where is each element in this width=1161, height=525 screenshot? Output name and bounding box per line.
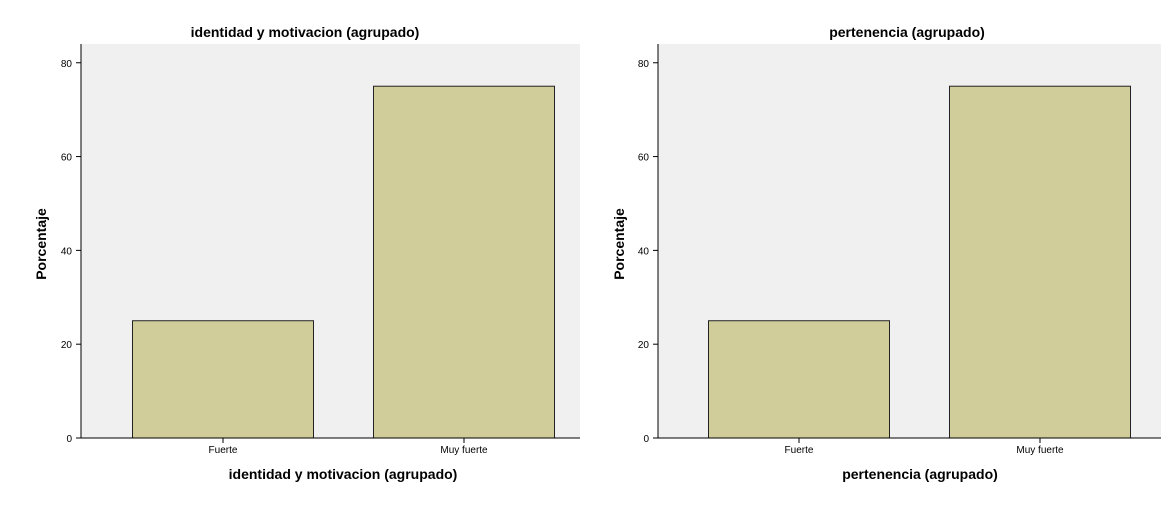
y-tick-label: 80	[61, 59, 73, 70]
y-tick-label: 0	[66, 434, 72, 445]
chart-panel-identidad: identidad y motivacion (agrupado) identi…	[0, 0, 580, 520]
bar-chart-identidad: identidad y motivacion (agrupado) identi…	[33, 24, 580, 482]
chart-panel-pertenencia: pertenencia (agrupado) pertenencia (agru…	[580, 0, 1161, 520]
bar-fuerte	[708, 320, 890, 439]
y-axis-label: Porcentaje	[611, 208, 627, 280]
x-axis-label: pertenencia (agrupado)	[842, 466, 998, 482]
y-tick-label: 40	[638, 246, 650, 257]
x-axis-label: identidad y motivacion (agrupado)	[229, 466, 458, 482]
y-tick-label: 0	[643, 434, 649, 445]
bar-chart-pertenencia: pertenencia (agrupado) pertenencia (agru…	[611, 24, 1161, 482]
bar-muy-fuerte	[373, 85, 555, 439]
x-tick-label: Fuerte	[209, 445, 238, 456]
x-tick-label: Muy fuerte	[440, 445, 488, 456]
chart-title: pertenencia (agrupado)	[829, 24, 985, 40]
y-tick-label: 60	[638, 153, 650, 164]
y-tick-label: 20	[638, 340, 650, 351]
y-axis-label: Porcentaje	[33, 208, 49, 280]
x-tick-label: Muy fuerte	[1016, 445, 1064, 456]
bar-fuerte	[132, 320, 314, 439]
y-tick-label: 60	[61, 153, 73, 164]
x-tick-label: Fuerte	[785, 445, 814, 456]
chart-title: identidad y motivacion (agrupado)	[191, 24, 420, 40]
y-tick-label: 40	[61, 246, 73, 257]
bar-muy-fuerte	[949, 85, 1131, 439]
y-tick-label: 20	[61, 340, 73, 351]
y-tick-label: 80	[638, 59, 650, 70]
